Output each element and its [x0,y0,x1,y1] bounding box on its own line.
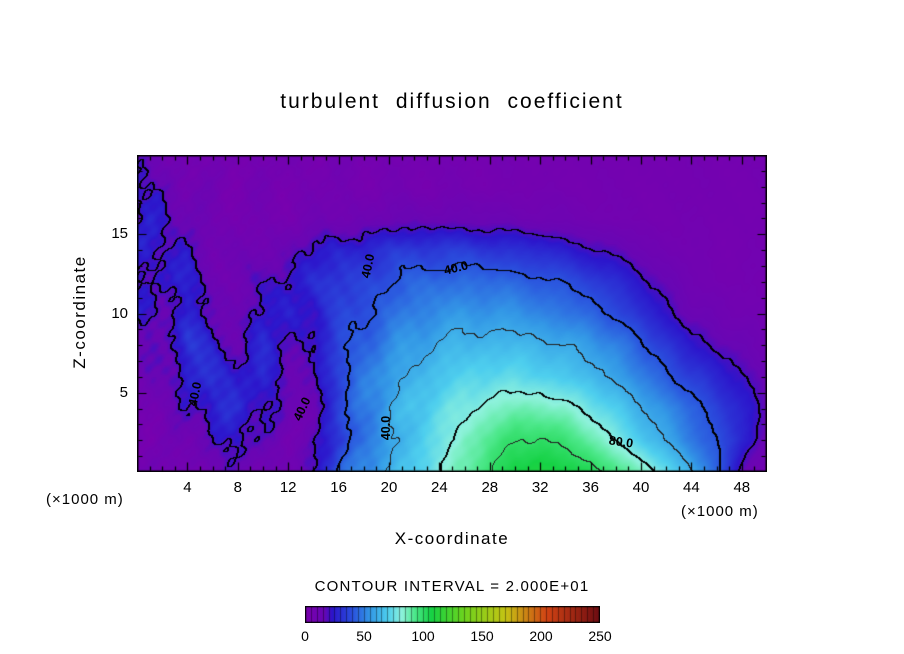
x-tick-label: 36 [582,479,599,496]
x-tick-label: 32 [531,479,549,496]
x-tick-label: 12 [279,479,297,496]
z-axis-unit-label: (×1000 m) [46,491,124,508]
x-tick-label: 16 [330,479,347,496]
x-tick-label: 48 [733,479,751,496]
z-tick-label: 10 [111,304,128,322]
x-tick-label: 44 [683,479,700,496]
colorbar-tick-label: 150 [470,628,494,644]
colorbar-tick-label: 50 [356,628,372,644]
contour-plot-canvas [137,155,767,472]
colorbar-tick-label: 250 [588,628,612,644]
contour-line-label: 40.0 [379,415,394,440]
x-tick-label: 20 [380,479,398,496]
x-axis-unit-label: (×1000 m) [681,503,759,520]
colorbar [305,606,600,623]
x-tick-label: 4 [183,479,192,496]
x-tick-label: 28 [481,479,499,496]
x-tick-label: 40 [632,479,650,496]
x-tick-label: 24 [431,479,448,496]
chart-title: turbulent diffusion coefficient [280,90,624,113]
z-tick-label: 15 [111,225,128,243]
colorbar-tick-label: 0 [301,628,309,644]
x-axis-label: X-coordinate [394,529,510,548]
z-axis-label: Z-coordinate [70,255,89,369]
colorbar-tick-label: 200 [529,628,553,644]
contour-interval-caption: CONTOUR INTERVAL = 2.000E+01 [314,578,590,595]
colorbar-tick-label: 100 [411,628,435,644]
x-tick-label: 8 [233,479,242,496]
z-tick-label: 5 [119,383,128,401]
